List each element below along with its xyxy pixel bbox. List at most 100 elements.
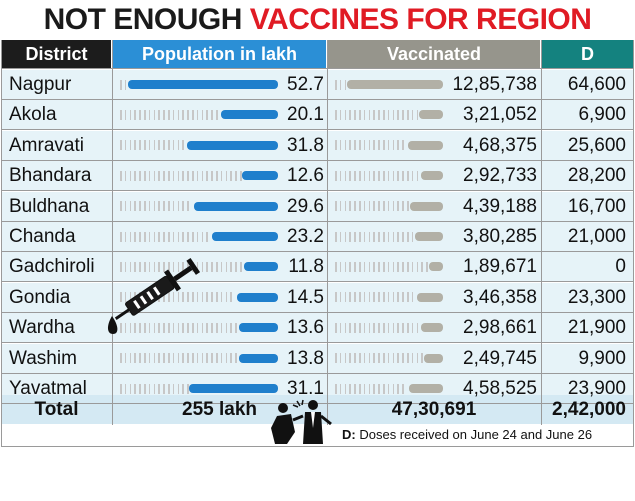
tick-mark (187, 170, 189, 181)
tick-mark (392, 140, 395, 151)
population-bar (242, 171, 278, 181)
tick-mark (354, 140, 356, 151)
tick-mark (354, 292, 356, 303)
tick-mark (129, 383, 132, 394)
syringe-icon (107, 257, 201, 334)
tick-mark (402, 353, 404, 364)
tick-mark (177, 353, 180, 364)
tick-mark (407, 322, 409, 333)
tick-mark (235, 261, 237, 272)
population-bar (193, 201, 278, 211)
tick-mark (220, 353, 223, 364)
tick-mark (339, 231, 342, 242)
tick-mark (177, 109, 180, 120)
vaccinated-bar (347, 80, 443, 89)
vaccinated-bar (420, 323, 443, 333)
doses-value: 16,700 (567, 195, 626, 217)
total-label: Total (34, 399, 79, 420)
tick-mark (363, 353, 366, 364)
tick-mark (134, 201, 136, 212)
tick-mark (397, 201, 399, 212)
vaccinated-track (335, 322, 419, 333)
district-label: Amravati (9, 134, 84, 156)
tick-mark (187, 383, 189, 394)
column-divider (112, 40, 113, 425)
tick-mark (387, 353, 390, 364)
tick-mark (397, 383, 399, 394)
tick-mark (168, 383, 170, 394)
tick-mark (211, 109, 213, 120)
tick-mark (354, 231, 356, 242)
doses-value: 23,300 (567, 286, 626, 308)
vaccinated-bar (428, 262, 443, 272)
tick-mark (124, 231, 127, 242)
tick-mark (339, 261, 342, 272)
tick-mark (192, 231, 194, 242)
tick-mark (373, 231, 375, 242)
population-value: 14.5 (287, 286, 324, 308)
tick-mark (392, 231, 395, 242)
tick-mark (349, 383, 351, 394)
tick-mark (206, 292, 208, 303)
tick-mark (182, 353, 184, 364)
doses-value: 0 (615, 256, 626, 278)
tick-mark (230, 353, 232, 364)
table-row (2, 70, 633, 99)
tick-mark (402, 322, 404, 333)
tick-mark (177, 201, 180, 212)
tick-mark (373, 383, 375, 394)
tick-mark (411, 322, 414, 333)
footnote-key: D: (342, 427, 356, 442)
tick-mark (368, 292, 371, 303)
tick-mark (134, 353, 136, 364)
tick-mark (378, 140, 380, 151)
vaccinated-track (335, 109, 419, 120)
tick-mark (368, 261, 371, 272)
tick-mark (172, 322, 175, 333)
tick-mark (177, 231, 180, 242)
tick-mark (158, 140, 160, 151)
doses-value: 21,900 (567, 317, 626, 339)
tick-mark (177, 383, 180, 394)
tick-mark (383, 201, 385, 212)
tick-mark (349, 353, 351, 364)
tick-mark (148, 231, 151, 242)
tick-mark (407, 109, 409, 120)
tick-mark (359, 353, 361, 364)
tick-mark (416, 261, 419, 272)
tick-mark (163, 292, 165, 303)
vaccinated-value: 1,89,671 (463, 256, 537, 278)
population-value: 31.1 (287, 378, 324, 399)
tick-mark (373, 140, 375, 151)
tick-mark (335, 109, 337, 120)
tick-mark (153, 231, 156, 242)
tick-mark (416, 109, 419, 120)
vaccinated-track (335, 79, 347, 90)
tick-mark (158, 231, 160, 242)
tick-mark (182, 231, 184, 242)
tick-mark (134, 261, 136, 272)
tick-mark (373, 292, 375, 303)
tick-mark (172, 109, 175, 120)
tick-mark (349, 109, 351, 120)
tick-mark (387, 231, 390, 242)
population-track (120, 231, 210, 242)
tick-mark (339, 201, 342, 212)
tick-mark (392, 322, 395, 333)
tick-mark (120, 231, 122, 242)
tick-mark (335, 322, 337, 333)
tick-mark (230, 261, 232, 272)
tick-mark (120, 261, 122, 272)
tick-mark (349, 322, 351, 333)
tick-mark (182, 383, 184, 394)
tick-mark (225, 322, 228, 333)
tick-mark (421, 261, 423, 272)
tick-mark (378, 292, 380, 303)
tick-mark (139, 170, 141, 181)
tick-mark (359, 140, 361, 151)
tick-mark (163, 170, 165, 181)
tick-mark (187, 231, 189, 242)
tick-mark (124, 292, 127, 303)
population-value: 31.8 (287, 134, 324, 156)
tick-mark (192, 292, 194, 303)
